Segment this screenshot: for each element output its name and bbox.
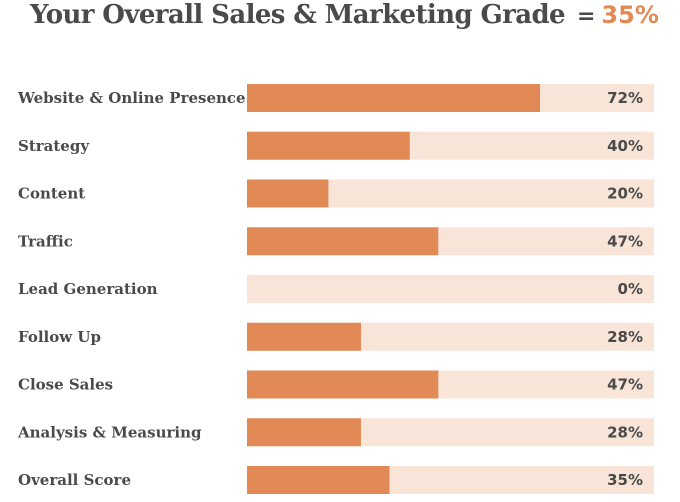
data-label: 28% (607, 423, 643, 441)
bar (247, 179, 329, 208)
bar (247, 418, 361, 447)
bar-row: Strategy 40% (18, 131, 654, 160)
bar (247, 84, 541, 112)
bar (247, 322, 361, 351)
category-label: Follow Up (18, 328, 101, 346)
bar-row: Close Sales 47% (18, 370, 654, 399)
chart-title: Your Overall Sales & Marketing Grade (30, 0, 566, 30)
data-label: 47% (607, 376, 643, 394)
category-label: Close Sales (18, 376, 113, 394)
data-label: 20% (607, 185, 643, 203)
category-label: Overall Score (18, 471, 131, 489)
category-label: Analysis & Measuring (17, 423, 202, 441)
overall-grade: 35% (601, 1, 659, 29)
bar-row: Follow Up 28% (18, 322, 654, 351)
bar-track (247, 275, 654, 303)
data-label: 47% (607, 232, 643, 250)
bar (247, 370, 439, 399)
data-label: 0% (618, 280, 643, 298)
chart-header: Your Overall Sales & Marketing Grade = 3… (30, 0, 670, 40)
bar-row: Content 20% (18, 179, 654, 208)
data-label: 72% (607, 89, 643, 107)
category-label: Content (18, 185, 85, 203)
data-label: 40% (607, 137, 643, 155)
bar (247, 466, 390, 494)
bar (247, 227, 439, 256)
data-label: 28% (607, 328, 643, 346)
category-label: Lead Generation (18, 280, 158, 298)
bar-row: Analysis & Measuring 28% (17, 418, 654, 447)
bar-row: Website & Online Presence 72% (17, 84, 654, 112)
bar-row: Traffic 47% (18, 227, 654, 256)
bar-row: Overall Score 35% (18, 466, 654, 494)
category-label: Strategy (18, 137, 90, 155)
category-label: Traffic (18, 232, 73, 250)
data-label: 35% (607, 471, 643, 489)
category-label: Website & Online Presence (17, 89, 246, 107)
bar (247, 131, 410, 160)
equals-sign: = (576, 4, 596, 29)
bar-row: Lead Generation 0% (18, 275, 654, 303)
